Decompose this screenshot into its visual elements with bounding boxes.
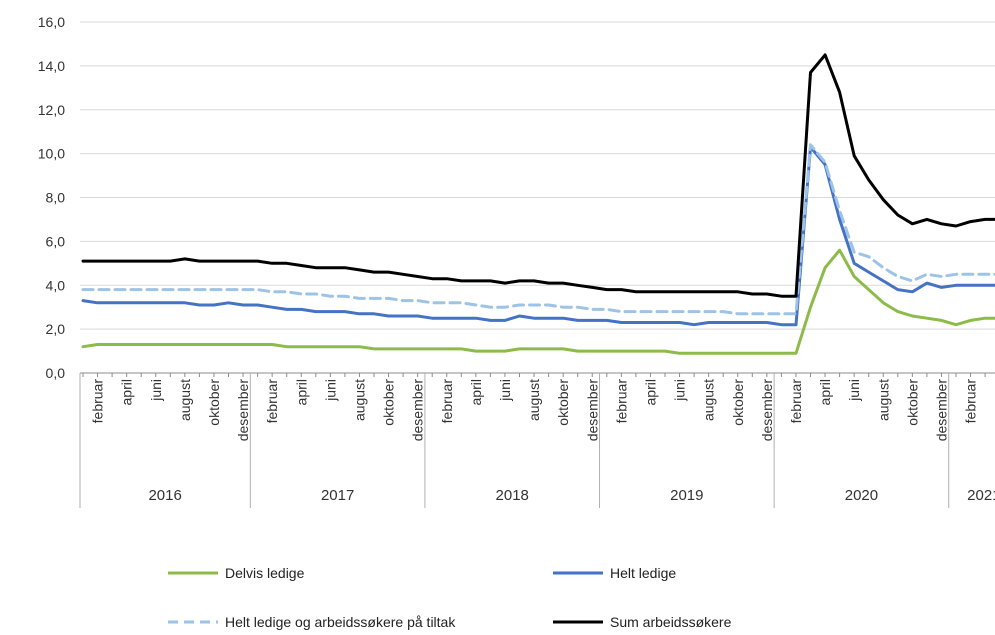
- x-month-label: oktober: [904, 379, 920, 426]
- x-month-label: april: [119, 379, 135, 405]
- x-month-label: juni: [497, 379, 513, 402]
- x-month-label: oktober: [381, 379, 397, 426]
- x-month-label: desember: [584, 379, 600, 442]
- x-month-label: desember: [759, 379, 775, 442]
- legend-label: Sum arbeidssøkere: [610, 614, 732, 630]
- x-month-label: oktober: [730, 379, 746, 426]
- y-tick-label: 14,0: [38, 58, 65, 74]
- y-tick-label: 2,0: [46, 321, 66, 337]
- axes: [79, 372, 995, 508]
- x-month-label: august: [875, 379, 891, 421]
- y-tick-label: 16,0: [38, 14, 65, 30]
- y-tick-label: 8,0: [46, 190, 66, 206]
- x-month-label: desember: [235, 379, 251, 442]
- year-label: 2019: [670, 487, 703, 504]
- year-label: 2017: [321, 487, 354, 504]
- x-month-label: juni: [148, 379, 164, 402]
- x-month-label: april: [642, 379, 658, 405]
- y-tick-label: 6,0: [46, 233, 66, 249]
- year-label: 2018: [496, 487, 529, 504]
- x-month-label: februar: [613, 379, 629, 424]
- x-month-label: april: [817, 379, 833, 405]
- x-month-label: februar: [963, 379, 979, 424]
- x-month-label: august: [351, 379, 367, 421]
- x-month-label: februar: [264, 379, 280, 424]
- x-month-label: april: [468, 379, 484, 405]
- x-month-label: februar: [788, 379, 804, 424]
- y-tick-label: 0,0: [46, 365, 66, 381]
- x-month-label: desember: [410, 379, 426, 442]
- gridlines: [80, 21, 995, 330]
- x-month-label: februar: [90, 379, 106, 424]
- x-axis-month-labels: februar april juni august oktober desember feb…: [90, 379, 979, 442]
- legend: Delvis ledige Helt ledige Helt ledige og a…: [168, 565, 732, 630]
- x-month-label: desember: [933, 379, 949, 442]
- series-lines: [81, 53, 995, 355]
- legend-label: Helt ledige: [610, 565, 676, 581]
- series-line: [81, 53, 995, 298]
- x-month-label: august: [177, 379, 193, 421]
- y-tick-label: 12,0: [38, 102, 65, 118]
- series-line: [81, 143, 995, 316]
- year-label: 2021: [967, 487, 995, 504]
- year-label: 2020: [845, 487, 878, 504]
- legend-label: Helt ledige og arbeidssøkere på tiltak: [225, 614, 456, 630]
- x-month-label: oktober: [206, 379, 222, 426]
- y-tick-label: 10,0: [38, 146, 65, 162]
- series-line: [81, 248, 995, 355]
- x-month-label: februar: [439, 379, 455, 424]
- x-month-label: august: [701, 379, 717, 421]
- x-month-label: april: [293, 379, 309, 405]
- x-month-label: juni: [672, 379, 688, 402]
- x-month-label: oktober: [555, 379, 571, 426]
- year-label: 2016: [148, 487, 181, 504]
- y-tick-label: 4,0: [46, 277, 66, 293]
- x-month-label: august: [526, 379, 542, 421]
- y-axis-tick-labels: 0,0 2,0 4,0 6,0 8,0 10,0 12,0 14,0 16,0: [38, 14, 65, 381]
- series-line: [81, 145, 995, 327]
- legend-label: Delvis ledige: [225, 565, 305, 581]
- x-month-label: juni: [846, 379, 862, 402]
- x-axis-year-labels: 2016 2017 2018 2019 2020 2021: [148, 487, 995, 504]
- x-month-label: juni: [322, 379, 338, 402]
